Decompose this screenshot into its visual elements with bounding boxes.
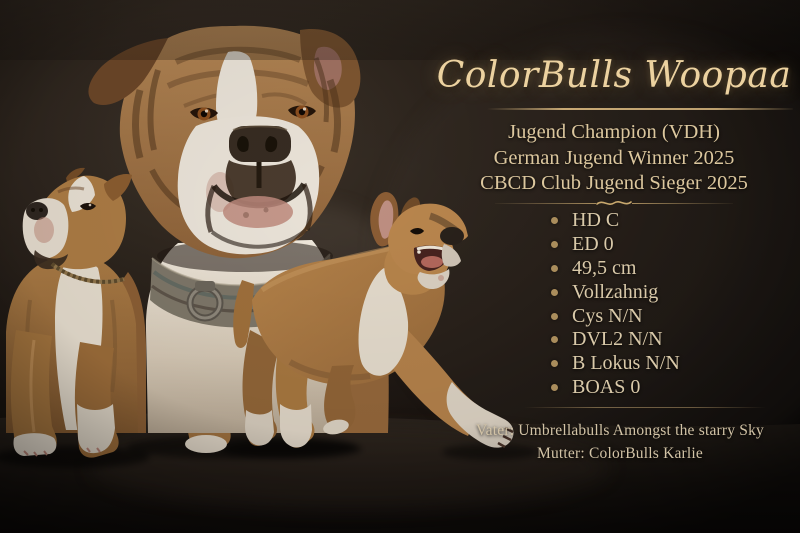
stat-item: BOAS 0 [551,376,680,400]
achievements-block: Jugend Champion (VDH) German Jugend Winn… [428,120,800,197]
top-shade [0,0,800,60]
stat-item: B Lokus N/N [551,352,680,376]
father-line: Vater: Umbrellabulls Amongst the starry … [476,422,764,439]
achievement-line: CBCD Club Jugend Sieger 2025 [480,172,748,195]
stat-item: Cys N/N [551,304,680,328]
stat-item: 49,5 cm [551,257,680,281]
achievement-line: German Jugend Winner 2025 [493,146,735,169]
bullet-dot-icon [551,264,558,272]
stat-label: DVL2 N/N [572,328,663,351]
divider-line-right [632,202,733,204]
kennel-dog-name-title: ColorBulls Woopaa [436,55,792,96]
achievement-line: Jugend Champion (VDH) [508,121,720,143]
gold-divider-above-pedigree [524,407,766,408]
stat-label: ED 0 [572,233,614,256]
pedigree-block: Vater: Umbrellabulls Amongst the starry … [440,420,800,465]
divider-flourish-icon [596,201,632,205]
stat-label: B Lokus N/N [572,352,680,375]
bullet-dot-icon [551,312,558,320]
bullet-dot-icon [551,241,558,249]
stat-label: BOAS 0 [572,375,641,398]
bullet-dot-icon [551,336,558,344]
bullet-dot-icon [551,288,558,296]
stat-item: HD C [551,209,680,233]
mother-line: Mutter: ColorBulls Karlie [536,444,703,462]
stat-item: DVL2 N/N [551,328,680,352]
bullet-dot-icon [551,383,558,391]
stat-label: Cys N/N [572,304,643,327]
stat-label: Vollzahnig [572,280,659,303]
gold-divider-under-title [487,108,793,110]
bullet-dot-icon [551,360,558,368]
divider-line-left [495,202,596,204]
health-stats-list: HD C ED 0 49,5 cm Vollzahnig Cys N/N DVL… [551,209,680,399]
bullet-dot-icon [551,217,558,225]
ornamental-divider [495,198,733,208]
stat-item: ED 0 [551,233,680,257]
stat-label: 49,5 cm [572,256,637,279]
stat-item: Vollzahnig [551,280,680,304]
stat-label: HD C [572,209,620,232]
